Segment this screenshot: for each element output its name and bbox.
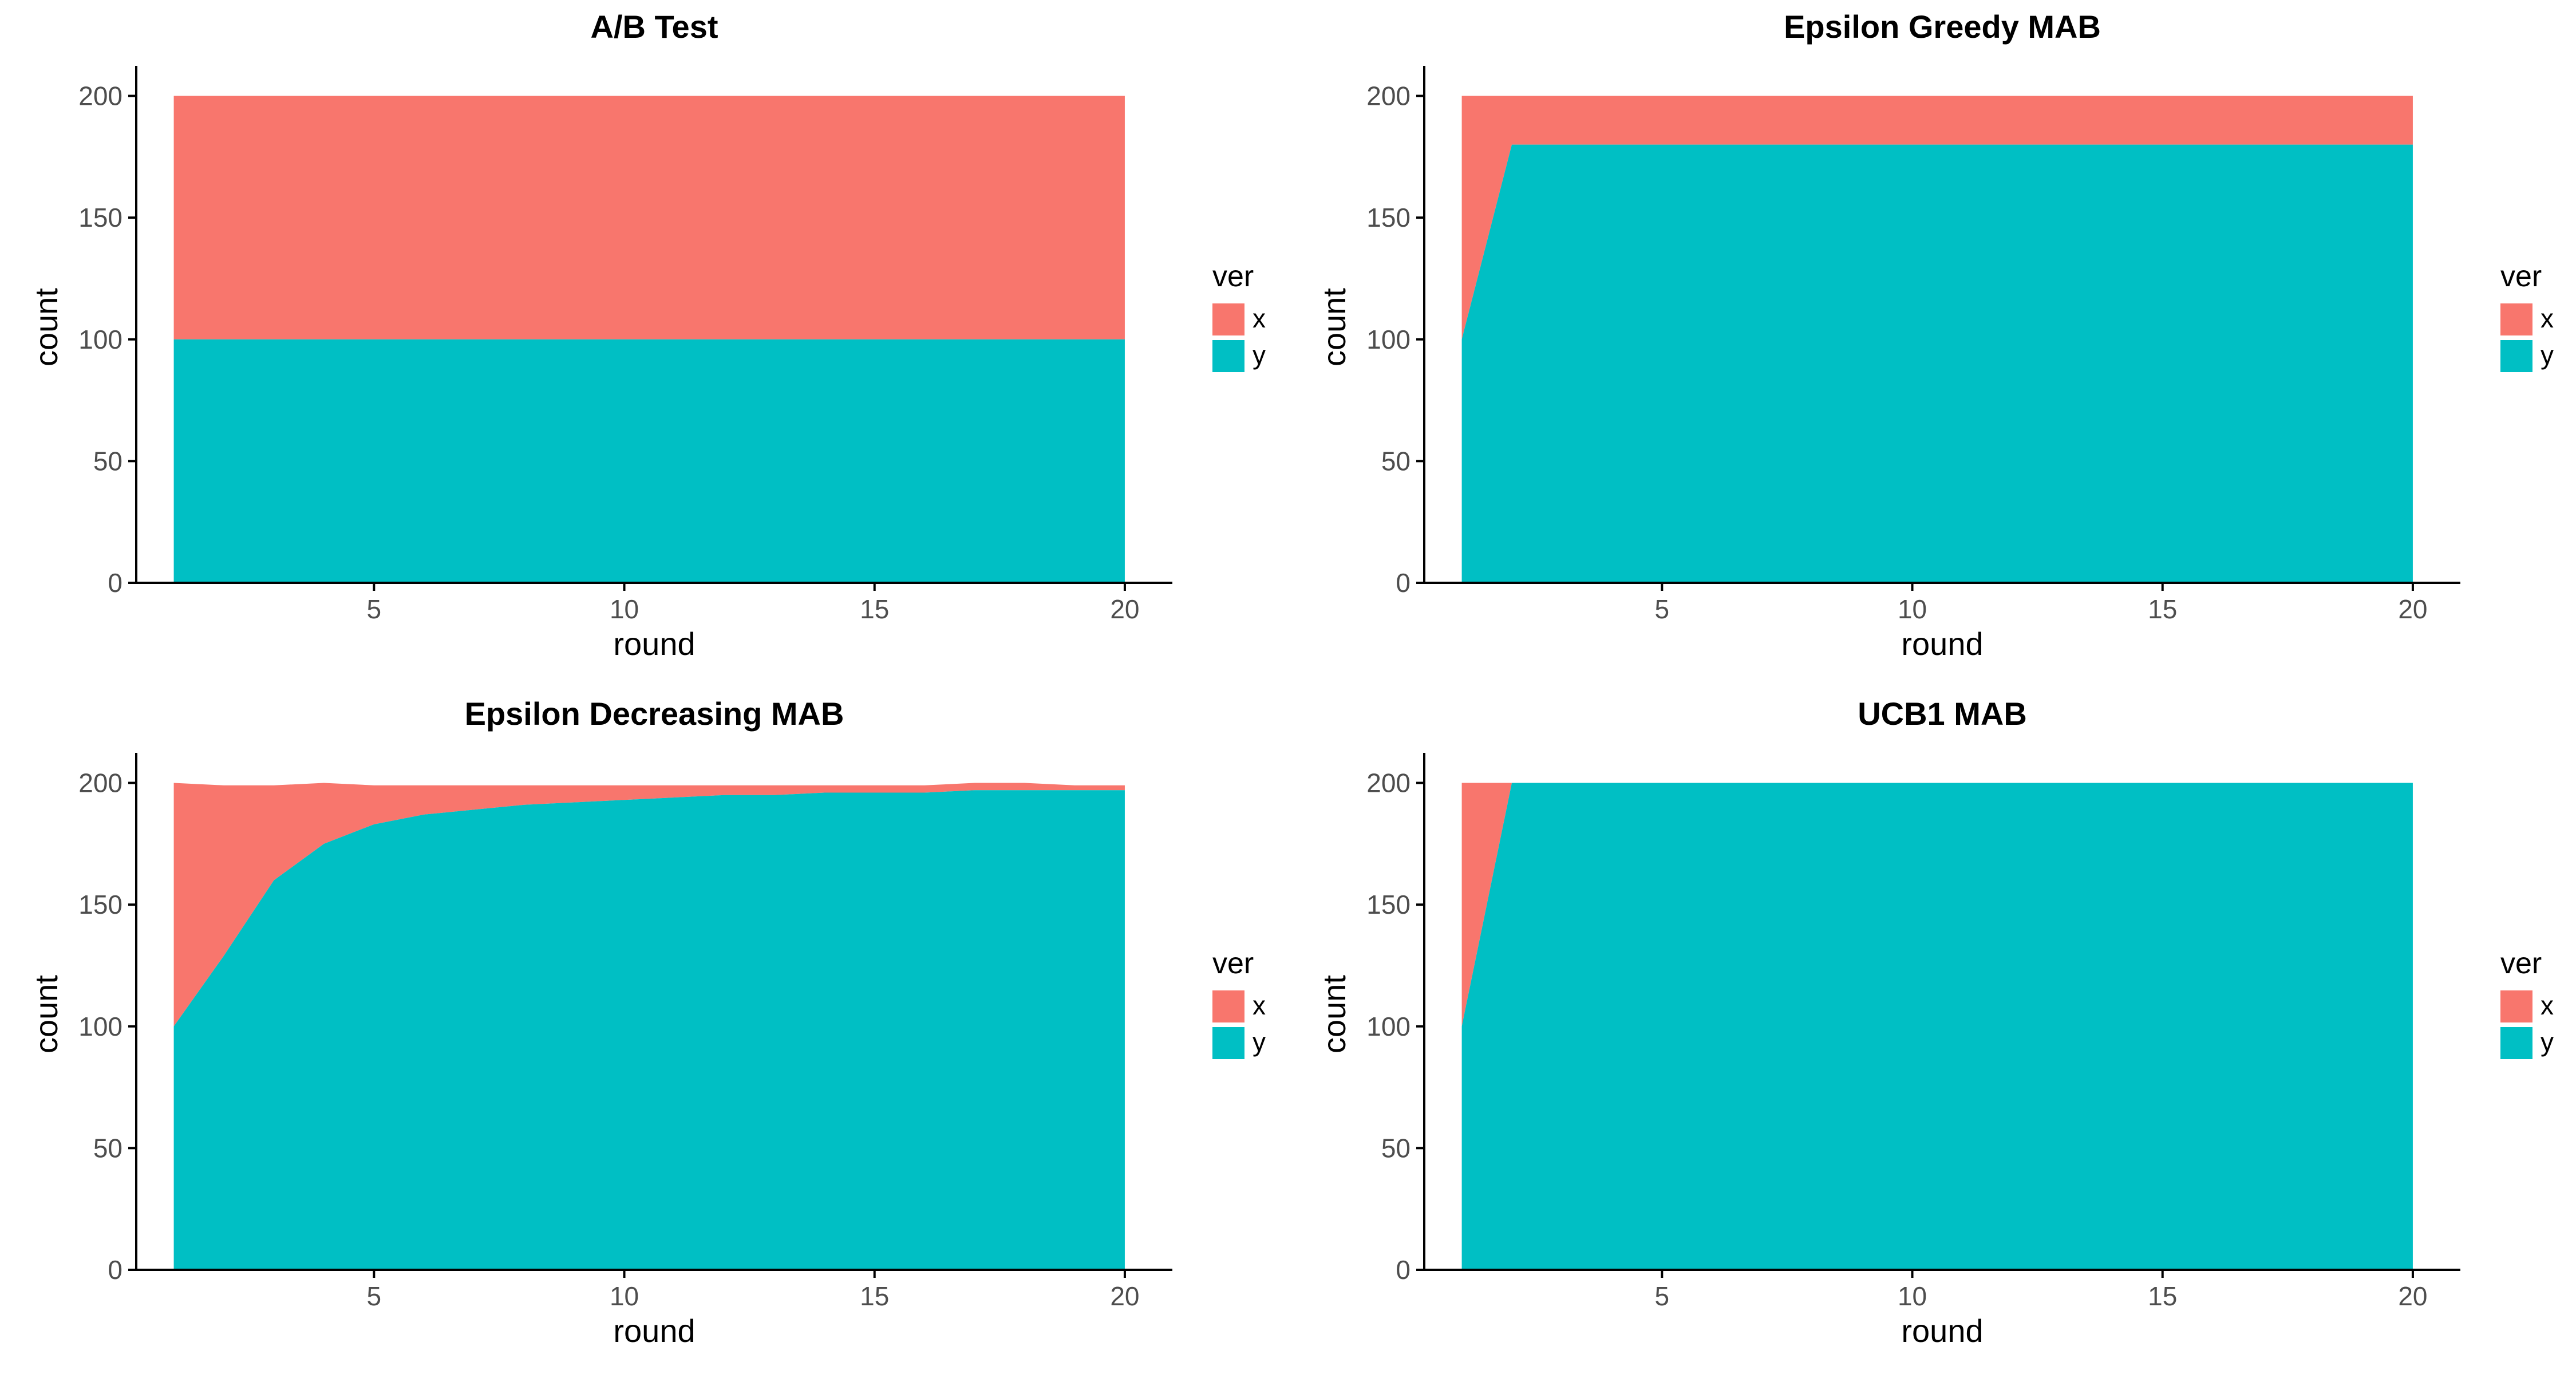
- y-tick-label: 100: [1366, 325, 1411, 354]
- legend-title: ver: [1212, 947, 1254, 980]
- area-series-x: [173, 783, 1125, 1026]
- x-tick-label: 5: [1655, 1281, 1670, 1311]
- y-axis-label: count: [1316, 975, 1352, 1053]
- y-tick-label: 0: [1396, 1255, 1411, 1285]
- legend-label-y: y: [2541, 1027, 2554, 1057]
- area-series-y: [173, 790, 1125, 1270]
- legend-label-y: y: [1253, 1027, 1266, 1057]
- y-axis-label: count: [28, 288, 64, 366]
- y-tick-label: 200: [78, 768, 123, 798]
- x-tick-label: 15: [860, 594, 889, 624]
- chart-title: Epsilon Decreasing MAB: [465, 696, 844, 732]
- x-tick-label: 20: [2398, 1281, 2427, 1311]
- y-axis-label: count: [1316, 288, 1352, 366]
- y-tick-label: 0: [1396, 568, 1411, 598]
- y-axis-label: count: [28, 975, 64, 1053]
- chart-title: Epsilon Greedy MAB: [1784, 9, 2101, 45]
- chart-title: UCB1 MAB: [1858, 696, 2027, 732]
- y-tick-label: 100: [1366, 1012, 1411, 1041]
- x-tick-label: 10: [610, 594, 639, 624]
- legend-swatch-x: [1212, 303, 1244, 335]
- y-tick-label: 50: [1381, 1133, 1411, 1163]
- x-axis-label: round: [613, 1313, 695, 1349]
- area-series-y: [1461, 783, 2413, 1270]
- x-tick-label: 10: [1898, 594, 1927, 624]
- chart-panel-3: Epsilon Decreasing MAB 0 50 100 150 200 5 10 15 2…: [28, 696, 1266, 1349]
- x-tick-label: 15: [860, 1281, 889, 1311]
- x-axis-label: round: [613, 626, 695, 662]
- x-tick-label: 5: [1655, 594, 1670, 624]
- legend-label-x: x: [2541, 303, 2554, 333]
- y-tick-label: 0: [108, 1255, 123, 1285]
- x-axis-label: round: [1901, 626, 1983, 662]
- y-tick-label: 0: [108, 568, 123, 598]
- y-tick-label: 50: [93, 1133, 123, 1163]
- legend: ver xy: [2500, 260, 2554, 372]
- legend: ver xy: [1212, 260, 1266, 372]
- y-tick-label: 150: [78, 890, 123, 919]
- legend-title: ver: [2500, 947, 2542, 980]
- legend-swatch-x: [2500, 303, 2532, 335]
- legend: ver xy: [2500, 947, 2554, 1059]
- x-tick-label: 10: [1898, 1281, 1927, 1311]
- area-series-y: [1461, 144, 2413, 583]
- legend-label-x: x: [1253, 990, 1266, 1020]
- legend-swatch-y: [1212, 340, 1244, 372]
- y-tick-label: 200: [78, 81, 123, 111]
- x-tick-label: 10: [610, 1281, 639, 1311]
- y-tick-label: 200: [1366, 768, 1411, 798]
- y-tick-label: 150: [1366, 890, 1411, 919]
- legend-title: ver: [1212, 260, 1254, 293]
- y-tick-label: 150: [78, 203, 123, 232]
- chart-title: A/B Test: [591, 9, 718, 45]
- x-tick-label: 15: [2148, 594, 2177, 624]
- x-axis-label: round: [1901, 1313, 1983, 1349]
- x-tick-label: 20: [2398, 594, 2427, 624]
- legend-swatch-y: [2500, 1027, 2532, 1059]
- legend-swatch-x: [2500, 990, 2532, 1022]
- x-tick-label: 20: [1110, 1281, 1139, 1311]
- legend-label-y: y: [1253, 340, 1266, 370]
- legend-title: ver: [2500, 260, 2542, 293]
- x-tick-label: 5: [367, 1281, 382, 1311]
- y-tick-label: 150: [1366, 203, 1411, 232]
- y-tick-label: 100: [78, 325, 123, 354]
- legend-swatch-x: [1212, 990, 1244, 1022]
- chart-panel-1: A/B Test 0 50 100 150 200 5 10 15 20 round count ver…: [28, 9, 1266, 662]
- legend-swatch-y: [2500, 340, 2532, 372]
- chart-panel-2: Epsilon Greedy MAB 0 50 100 150 200 5 10 15 20 rou…: [1316, 9, 2554, 662]
- legend-label-x: x: [1253, 303, 1266, 333]
- legend-label-x: x: [2541, 990, 2554, 1020]
- y-tick-label: 50: [93, 446, 123, 476]
- area-series-x: [173, 96, 1125, 339]
- legend-label-y: y: [2541, 340, 2554, 370]
- chart-panel-4: UCB1 MAB 0 50 100 150 200 5 10 15 20 round count ver…: [1316, 696, 2554, 1349]
- x-tick-label: 20: [1110, 594, 1139, 624]
- legend: ver xy: [1212, 947, 1266, 1059]
- y-tick-label: 100: [78, 1012, 123, 1041]
- y-tick-label: 200: [1366, 81, 1411, 111]
- y-tick-label: 50: [1381, 446, 1411, 476]
- x-tick-label: 15: [2148, 1281, 2177, 1311]
- x-tick-label: 5: [367, 594, 382, 624]
- legend-swatch-y: [1212, 1027, 1244, 1059]
- area-series-y: [173, 339, 1125, 583]
